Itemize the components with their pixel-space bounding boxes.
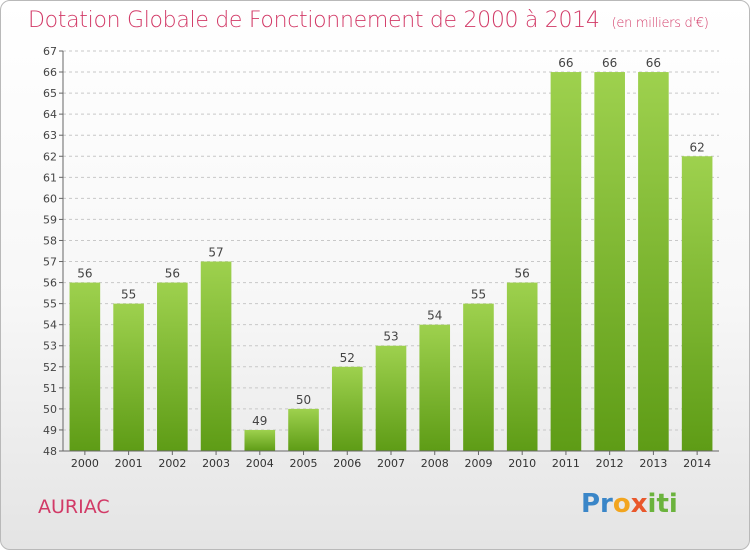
x-tick-label: 2001 [115,457,143,470]
bar [681,156,713,451]
y-tick-label: 64 [43,108,57,121]
bar [331,366,363,451]
data-label: 54 [427,309,442,323]
x-tick-label: 2014 [683,457,711,470]
x-tick-label: 2012 [596,457,624,470]
bar [550,72,582,451]
y-tick-label: 49 [43,424,57,437]
y-tick-label: 51 [43,382,57,395]
y-tick-label: 48 [43,445,57,458]
y-tick-label: 66 [43,66,57,79]
data-labels: 56 55 56 57 49 50 52 53 54 55 56 66 66 66 62 [77,56,705,428]
bar-chart: 48 49 50 51 52 53 54 55 56 57 58 59 60 61 62 63 64 65 66 67… [43,45,719,470]
x-tick-label: 2003 [202,457,230,470]
bar [463,303,494,451]
bar [69,282,101,451]
data-label: 56 [165,267,180,281]
data-label: 53 [383,330,398,344]
bar [244,429,276,451]
data-label: 66 [602,56,617,70]
x-tick-label: 2000 [71,457,99,470]
bars [69,72,713,451]
y-tick-label: 60 [43,192,57,205]
axes: 48 49 50 51 52 53 54 55 56 57 58 59 60 61 62 63 64 65 66 67… [43,45,719,470]
y-tick-label: 63 [43,129,57,142]
bar [638,72,669,451]
x-tick-label: 2005 [290,457,318,470]
chart-title-text: Dotation Globale de Fonctionnement de 20… [28,8,600,33]
x-tick-label: 2002 [158,457,186,470]
data-label: 56 [77,267,92,281]
data-label: 62 [689,140,704,154]
x-tick-label: 2008 [421,457,449,470]
data-label: 57 [208,246,223,260]
chart-subtitle: (en milliers d'€) [611,16,709,31]
x-tick-label: 2004 [246,457,274,470]
proxiti-logo: Proxiti [581,489,678,519]
y-tick-label: 65 [43,87,57,100]
bar [113,303,144,451]
y-tick-label: 62 [43,150,57,163]
data-label: 50 [296,393,311,407]
y-tick-label: 61 [43,171,57,184]
y-tick-label: 57 [43,256,57,269]
y-tick-label: 53 [43,340,57,353]
x-tick-label: 2011 [552,457,580,470]
x-tick-label: 2013 [639,457,667,470]
bar [419,324,451,451]
x-tick-label: 2010 [508,457,536,470]
y-tick-label: 54 [43,319,57,332]
data-label: 66 [646,56,661,70]
x-tick-label: 2009 [464,457,492,470]
y-tick-label: 59 [43,213,57,226]
y-tick-label: 50 [43,403,57,416]
x-tick-label: 2006 [333,457,361,470]
y-tick-label: 52 [43,361,57,374]
bar [288,408,319,451]
y-tick-label: 56 [43,277,57,290]
bar [157,282,188,451]
y-tick-label: 58 [43,234,57,247]
bar [200,261,232,451]
data-label: 55 [121,288,136,302]
chart-title: Dotation Globale de Fonctionnement de 20… [28,8,709,33]
bar [506,282,538,451]
y-tick-label: 55 [43,298,57,311]
data-label: 55 [471,288,486,302]
bar [375,345,407,451]
bar [594,72,625,451]
data-label: 52 [340,351,355,365]
x-tick-label: 2007 [377,457,405,470]
commune-name: AURIAC [38,496,110,518]
data-label: 56 [515,267,530,281]
data-label: 66 [558,56,573,70]
data-label: 49 [252,414,267,428]
y-tick-label: 67 [43,45,57,58]
